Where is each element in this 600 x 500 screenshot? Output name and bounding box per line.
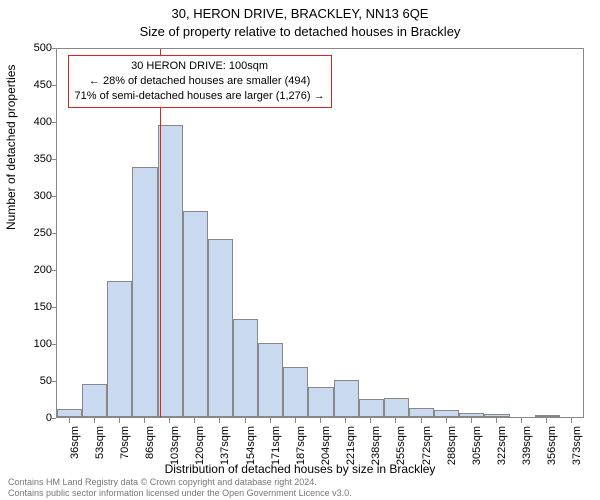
x-tick-label: 204sqm bbox=[320, 426, 332, 466]
y-tick-mark bbox=[51, 196, 56, 197]
y-tick-label: 500 bbox=[12, 42, 52, 54]
x-tick-label: 171sqm bbox=[270, 426, 282, 466]
x-tick-label: 288sqm bbox=[446, 426, 458, 466]
annotation-line: 71% of semi-detached houses are larger (… bbox=[75, 89, 325, 104]
y-tick-label: 450 bbox=[12, 79, 52, 91]
y-tick-mark bbox=[51, 270, 56, 271]
x-tick-label: 373sqm bbox=[571, 426, 583, 466]
x-tick-label: 70sqm bbox=[119, 426, 131, 466]
histogram-bar bbox=[409, 408, 434, 417]
y-tick-label: 250 bbox=[12, 227, 52, 239]
histogram-bar bbox=[158, 125, 183, 417]
x-tick-mark bbox=[119, 418, 120, 423]
footer-line-1: Contains HM Land Registry data © Crown c… bbox=[8, 477, 352, 487]
x-tick-label: 255sqm bbox=[395, 426, 407, 466]
histogram-bar bbox=[183, 211, 208, 417]
x-tick-mark bbox=[219, 418, 220, 423]
y-tick-label: 50 bbox=[12, 375, 52, 387]
x-tick-label: 305sqm bbox=[471, 426, 483, 466]
histogram-bar bbox=[233, 319, 258, 417]
x-tick-label: 137sqm bbox=[219, 426, 231, 466]
y-tick-label: 200 bbox=[12, 264, 52, 276]
y-tick-mark bbox=[51, 233, 56, 234]
y-tick-label: 100 bbox=[12, 338, 52, 350]
x-tick-mark bbox=[169, 418, 170, 423]
histogram-bar bbox=[484, 414, 509, 417]
annotation-line: 30 HERON DRIVE: 100sqm bbox=[75, 59, 325, 74]
x-tick-mark bbox=[245, 418, 246, 423]
y-tick-mark bbox=[51, 344, 56, 345]
x-tick-mark bbox=[194, 418, 195, 423]
x-tick-mark bbox=[320, 418, 321, 423]
x-tick-mark bbox=[270, 418, 271, 423]
histogram-bar bbox=[82, 384, 107, 417]
x-tick-label: 36sqm bbox=[69, 426, 81, 466]
y-tick-mark bbox=[51, 85, 56, 86]
x-tick-mark bbox=[69, 418, 70, 423]
histogram-bar bbox=[283, 367, 308, 417]
histogram-bar bbox=[384, 398, 409, 417]
x-tick-label: 120sqm bbox=[194, 426, 206, 466]
y-tick-mark bbox=[51, 122, 56, 123]
x-tick-label: 322sqm bbox=[496, 426, 508, 466]
histogram-bar bbox=[334, 380, 359, 417]
histogram-bar bbox=[132, 167, 157, 417]
y-tick-mark bbox=[51, 381, 56, 382]
y-tick-mark bbox=[51, 418, 56, 419]
x-tick-mark bbox=[571, 418, 572, 423]
histogram-bar bbox=[107, 281, 132, 417]
annotation-line: ← 28% of detached houses are smaller (49… bbox=[75, 74, 325, 89]
x-tick-mark bbox=[546, 418, 547, 423]
histogram-bar bbox=[459, 413, 484, 417]
x-tick-label: 103sqm bbox=[169, 426, 181, 466]
x-tick-mark bbox=[521, 418, 522, 423]
chart-plot-area: 30 HERON DRIVE: 100sqm← 28% of detached … bbox=[56, 48, 584, 418]
y-tick-label: 150 bbox=[12, 301, 52, 313]
y-tick-mark bbox=[51, 307, 56, 308]
x-tick-label: 53sqm bbox=[94, 426, 106, 466]
x-tick-mark bbox=[345, 418, 346, 423]
y-tick-label: 350 bbox=[12, 153, 52, 165]
histogram-bar bbox=[359, 399, 384, 417]
y-tick-mark bbox=[51, 159, 56, 160]
histogram-bar bbox=[57, 409, 82, 417]
x-tick-mark bbox=[370, 418, 371, 423]
histogram-bar bbox=[208, 239, 233, 417]
x-tick-label: 221sqm bbox=[345, 426, 357, 466]
x-tick-mark bbox=[446, 418, 447, 423]
x-tick-mark bbox=[144, 418, 145, 423]
chart-title-subtitle: Size of property relative to detached ho… bbox=[0, 24, 600, 39]
x-tick-label: 339sqm bbox=[521, 426, 533, 466]
x-tick-label: 272sqm bbox=[421, 426, 433, 466]
annotation-box: 30 HERON DRIVE: 100sqm← 28% of detached … bbox=[68, 55, 332, 108]
y-tick-label: 300 bbox=[12, 190, 52, 202]
histogram-bar bbox=[308, 387, 333, 417]
histogram-bar bbox=[535, 415, 560, 417]
x-tick-mark bbox=[295, 418, 296, 423]
x-tick-mark bbox=[395, 418, 396, 423]
y-tick-mark bbox=[51, 48, 56, 49]
footer-line-2: Contains public sector information licen… bbox=[8, 488, 352, 498]
histogram-bar bbox=[434, 410, 459, 417]
y-tick-label: 0 bbox=[12, 412, 52, 424]
x-tick-label: 86sqm bbox=[144, 426, 156, 466]
x-tick-label: 187sqm bbox=[295, 426, 307, 466]
x-tick-mark bbox=[94, 418, 95, 423]
x-tick-mark bbox=[421, 418, 422, 423]
chart-title-address: 30, HERON DRIVE, BRACKLEY, NN13 6QE bbox=[0, 6, 600, 21]
x-tick-mark bbox=[471, 418, 472, 423]
x-tick-label: 238sqm bbox=[370, 426, 382, 466]
y-tick-label: 400 bbox=[12, 116, 52, 128]
histogram-bar bbox=[258, 343, 283, 417]
attribution-footer: Contains HM Land Registry data © Crown c… bbox=[8, 477, 352, 498]
x-tick-label: 356sqm bbox=[546, 426, 558, 466]
x-tick-mark bbox=[496, 418, 497, 423]
x-tick-label: 154sqm bbox=[245, 426, 257, 466]
